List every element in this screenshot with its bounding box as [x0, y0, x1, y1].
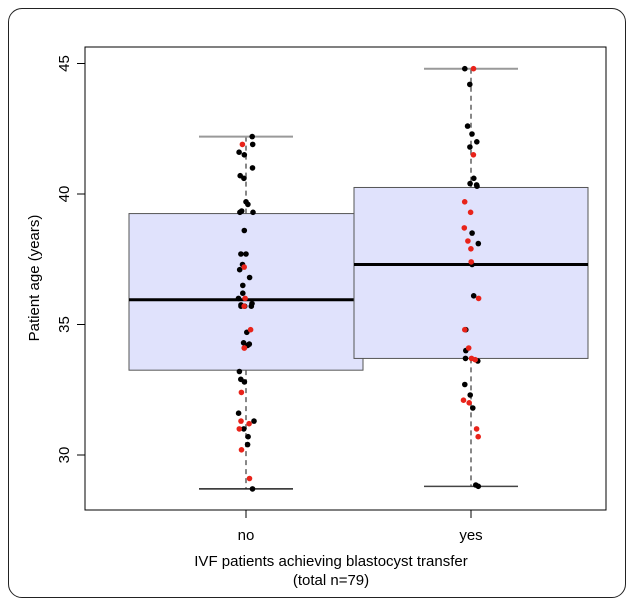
- data-point-yes-black: [469, 131, 475, 137]
- data-point-yes-black: [474, 183, 480, 189]
- data-point-yes-red: [470, 65, 477, 72]
- data-point-yes-black: [467, 81, 473, 88]
- data-point-no-black: [238, 251, 244, 257]
- data-point-no-black: [241, 426, 247, 432]
- data-point-yes-black: [475, 240, 482, 247]
- data-point-no-black: [248, 303, 255, 310]
- data-point-yes-black: [462, 355, 469, 362]
- data-point-no-red: [241, 303, 247, 310]
- data-point-yes-black: [470, 293, 477, 299]
- data-point-no-black: [245, 433, 251, 440]
- data-point-no-black: [249, 486, 256, 492]
- y-tick-label-30: 30: [56, 447, 73, 464]
- data-point-no-black: [241, 175, 247, 182]
- data-point-yes-black: [462, 65, 468, 72]
- data-point-no-black: [244, 441, 251, 448]
- data-point-yes-red: [466, 400, 473, 406]
- data-point-yes-black: [467, 180, 473, 187]
- x-tick-label-no: no: [238, 527, 255, 544]
- data-point-no-black: [240, 290, 246, 297]
- data-point-no-black: [236, 266, 243, 273]
- data-point-no-black: [243, 251, 249, 257]
- x-tick-label-yes: yes: [459, 527, 482, 544]
- data-point-no-black: [240, 340, 247, 346]
- points-layer: [235, 65, 482, 492]
- data-point-yes-red: [465, 345, 472, 351]
- data-point-no-black: [235, 295, 242, 302]
- data-point-no-black: [241, 152, 248, 158]
- y-axis-label: Patient age (years): [26, 215, 43, 342]
- data-point-yes-red: [473, 426, 480, 432]
- data-point-no-black: [237, 209, 243, 216]
- data-point-yes-red: [467, 209, 474, 216]
- x-axis-label-subtitle: (total n=79): [293, 572, 369, 588]
- data-point-yes-black: [471, 175, 477, 182]
- data-point-no-black: [251, 418, 257, 424]
- data-point-yes-black: [464, 123, 471, 129]
- data-point-no-red: [241, 345, 247, 351]
- data-point-yes-red: [461, 225, 468, 231]
- data-point-yes-red: [472, 356, 479, 363]
- boxes-layer: [128, 67, 589, 490]
- box-yes: [353, 186, 589, 359]
- data-point-no-black: [249, 133, 255, 140]
- data-point-yes-black: [462, 381, 468, 388]
- data-point-no-red: [246, 420, 252, 427]
- data-point-yes-red: [465, 238, 471, 244]
- data-point-no-black: [235, 410, 242, 417]
- x-axis-label: IVF patients achieving blastocyst transf…: [194, 553, 467, 570]
- y-tick-label-45: 45: [56, 55, 73, 72]
- data-point-yes-red: [468, 259, 475, 265]
- y-tick-label-35: 35: [56, 316, 73, 333]
- data-point-no-red: [238, 447, 245, 453]
- data-point-no-black: [250, 209, 256, 216]
- data-point-yes-black: [469, 230, 475, 236]
- data-point-yes-red: [462, 326, 468, 333]
- data-point-yes-black: [467, 392, 474, 398]
- data-point-no-black: [240, 282, 246, 289]
- data-point-yes-red: [468, 246, 474, 252]
- data-point-no-black: [241, 227, 248, 234]
- data-point-no-black: [249, 165, 256, 171]
- data-point-no-black: [245, 201, 251, 208]
- y-tick-label-40: 40: [56, 186, 73, 203]
- data-point-no-black: [246, 274, 253, 281]
- data-point-no-black: [236, 149, 242, 155]
- data-point-yes-black: [475, 483, 482, 490]
- plot-area-border: [84, 46, 607, 511]
- data-point-yes-black: [467, 144, 473, 150]
- data-point-no-red: [241, 264, 247, 270]
- data-point-yes-red: [475, 295, 482, 302]
- y-axis: 30 35 40 45: [56, 55, 85, 463]
- data-point-no-red: [239, 141, 246, 148]
- data-point-yes-red: [460, 397, 467, 404]
- data-point-yes-red: [461, 199, 468, 205]
- data-point-yes-red: [470, 152, 477, 158]
- data-point-no-red: [246, 475, 253, 482]
- x-axis: no yes: [238, 510, 483, 544]
- data-point-no-red: [242, 295, 248, 302]
- data-point-yes-black: [470, 405, 476, 411]
- data-point-no-red: [238, 418, 244, 424]
- data-point-yes-black: [474, 139, 480, 145]
- data-point-yes-red: [475, 433, 482, 440]
- data-point-no-red: [236, 426, 243, 432]
- data-point-no-red: [238, 389, 245, 396]
- data-point-no-red: [247, 326, 254, 333]
- data-point-no-black: [236, 368, 243, 375]
- data-point-no-black: [249, 141, 256, 148]
- data-point-no-black: [241, 379, 248, 385]
- figure-frame: 30 35 40 45 no yes Patient age (years) IVF p…: [8, 8, 626, 598]
